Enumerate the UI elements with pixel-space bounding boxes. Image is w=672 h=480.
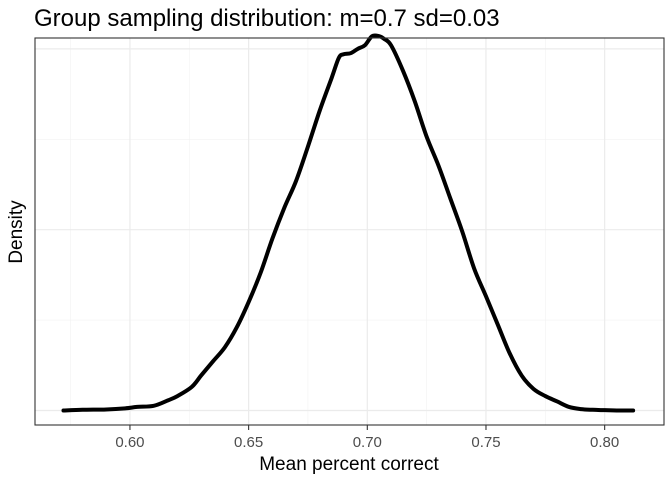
chart-title: Group sampling distribution: m=0.7 sd=0.… xyxy=(34,5,500,32)
x-tick-label: 0.75 xyxy=(471,434,500,451)
x-tick-label: 0.70 xyxy=(353,434,382,451)
grid-lines xyxy=(35,38,664,425)
x-tick-label: 0.65 xyxy=(234,434,263,451)
x-axis: 0.60 0.65 0.70 0.75 0.80 xyxy=(115,425,619,451)
panel-border xyxy=(34,37,665,426)
density-line xyxy=(61,33,636,413)
x-tick-label: 0.80 xyxy=(590,434,619,451)
x-axis-title: Mean percent correct xyxy=(259,454,439,475)
x-tick-label: 0.60 xyxy=(115,434,144,451)
y-axis-title: Density xyxy=(6,200,27,264)
